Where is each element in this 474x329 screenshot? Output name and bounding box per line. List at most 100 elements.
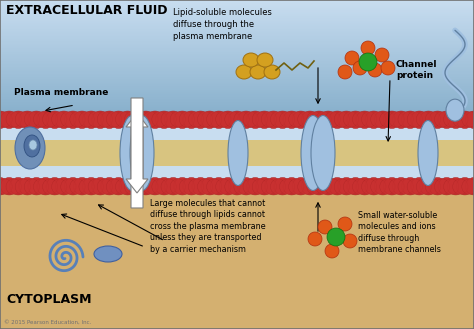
Ellipse shape xyxy=(143,112,158,127)
Ellipse shape xyxy=(444,112,459,127)
Ellipse shape xyxy=(465,111,474,129)
Ellipse shape xyxy=(161,179,176,194)
Ellipse shape xyxy=(119,111,136,129)
Ellipse shape xyxy=(246,177,264,195)
Bar xyxy=(0,38,474,39)
Bar xyxy=(0,62,474,63)
Ellipse shape xyxy=(146,177,164,195)
Ellipse shape xyxy=(292,177,310,195)
Ellipse shape xyxy=(19,177,36,195)
Ellipse shape xyxy=(119,177,136,195)
Ellipse shape xyxy=(9,177,27,195)
Ellipse shape xyxy=(46,177,63,195)
Ellipse shape xyxy=(219,177,237,195)
Ellipse shape xyxy=(334,112,349,127)
Bar xyxy=(0,35,474,36)
Ellipse shape xyxy=(155,177,173,195)
Bar xyxy=(0,23,474,24)
Ellipse shape xyxy=(164,111,182,129)
Bar xyxy=(0,84,474,85)
Ellipse shape xyxy=(429,177,446,195)
Bar xyxy=(0,67,474,68)
Ellipse shape xyxy=(265,177,282,195)
Ellipse shape xyxy=(228,177,246,195)
Bar xyxy=(0,34,474,35)
Ellipse shape xyxy=(362,112,377,127)
Circle shape xyxy=(345,51,359,65)
Ellipse shape xyxy=(88,179,103,194)
Ellipse shape xyxy=(338,177,355,195)
Ellipse shape xyxy=(416,112,431,127)
Ellipse shape xyxy=(0,177,18,195)
Bar xyxy=(0,81,474,82)
Ellipse shape xyxy=(352,179,368,194)
Ellipse shape xyxy=(201,111,218,129)
Bar xyxy=(0,63,474,64)
Ellipse shape xyxy=(307,179,322,194)
Ellipse shape xyxy=(365,177,382,195)
Ellipse shape xyxy=(398,179,413,194)
Ellipse shape xyxy=(33,112,49,127)
Bar xyxy=(0,13,474,14)
Ellipse shape xyxy=(46,111,63,129)
Ellipse shape xyxy=(179,179,194,194)
Ellipse shape xyxy=(292,111,310,129)
Ellipse shape xyxy=(130,115,154,190)
Ellipse shape xyxy=(0,112,12,127)
Circle shape xyxy=(375,48,389,62)
Ellipse shape xyxy=(319,177,337,195)
Ellipse shape xyxy=(225,112,240,127)
Text: EXTRACELLULAR FLUID: EXTRACELLULAR FLUID xyxy=(6,4,167,17)
Ellipse shape xyxy=(274,177,291,195)
Ellipse shape xyxy=(237,177,255,195)
Ellipse shape xyxy=(237,111,255,129)
Ellipse shape xyxy=(383,177,401,195)
Ellipse shape xyxy=(362,179,377,194)
Ellipse shape xyxy=(101,111,118,129)
Ellipse shape xyxy=(265,111,282,129)
Ellipse shape xyxy=(343,112,359,127)
Bar xyxy=(0,71,474,72)
Ellipse shape xyxy=(64,177,82,195)
Bar xyxy=(0,140,474,166)
Ellipse shape xyxy=(216,112,231,127)
Circle shape xyxy=(338,65,352,79)
Ellipse shape xyxy=(24,179,39,194)
Ellipse shape xyxy=(0,177,9,195)
Circle shape xyxy=(338,217,352,231)
Bar xyxy=(0,27,474,28)
Ellipse shape xyxy=(389,112,404,127)
Ellipse shape xyxy=(216,179,231,194)
Ellipse shape xyxy=(270,179,286,194)
Ellipse shape xyxy=(73,177,91,195)
Bar xyxy=(0,49,474,51)
Bar xyxy=(0,103,474,104)
Bar xyxy=(0,5,474,6)
Ellipse shape xyxy=(128,111,145,129)
Ellipse shape xyxy=(374,177,392,195)
Ellipse shape xyxy=(435,112,450,127)
Bar xyxy=(0,37,474,38)
Bar xyxy=(0,52,474,53)
Bar xyxy=(0,90,474,91)
Ellipse shape xyxy=(453,179,468,194)
Ellipse shape xyxy=(228,120,248,186)
Ellipse shape xyxy=(316,179,331,194)
Text: Lipid-soluble molecules
diffuse through the
plasma membrane: Lipid-soluble molecules diffuse through … xyxy=(173,8,272,40)
Ellipse shape xyxy=(64,111,82,129)
Ellipse shape xyxy=(24,112,39,127)
Bar xyxy=(0,105,474,106)
Text: Large molecules that cannot
diffuse through lipids cannot
cross the plasma membr: Large molecules that cannot diffuse thro… xyxy=(150,199,265,254)
Ellipse shape xyxy=(210,177,228,195)
Bar xyxy=(0,91,474,92)
Circle shape xyxy=(368,63,382,77)
Ellipse shape xyxy=(70,112,85,127)
Ellipse shape xyxy=(198,179,213,194)
Ellipse shape xyxy=(201,177,218,195)
Ellipse shape xyxy=(283,177,300,195)
Ellipse shape xyxy=(198,112,213,127)
Bar xyxy=(0,79,474,81)
Bar xyxy=(0,15,474,16)
Ellipse shape xyxy=(33,179,49,194)
Ellipse shape xyxy=(383,111,401,129)
